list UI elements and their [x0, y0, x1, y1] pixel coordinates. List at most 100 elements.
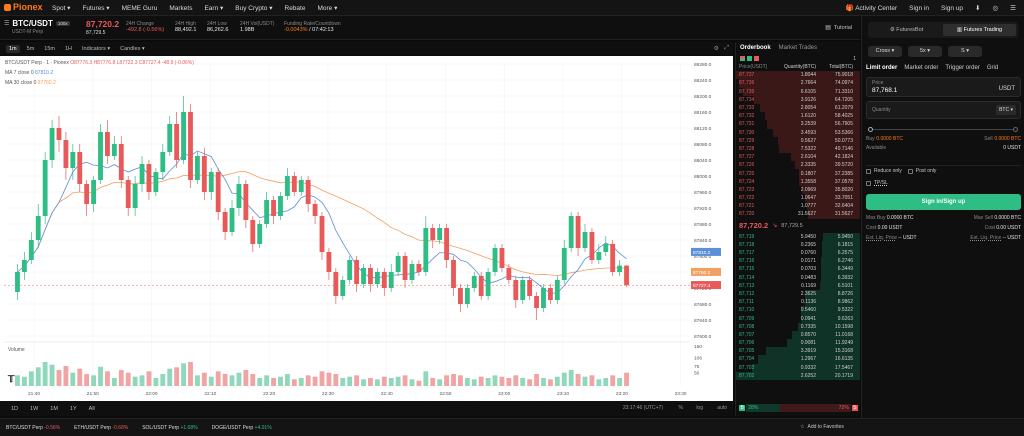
download-icon[interactable]: ⬇	[975, 5, 981, 12]
interval-1h[interactable]: 1H	[64, 45, 73, 52]
footer-ticker-item[interactable]: BTC/USDT Perp -0.56%	[6, 425, 60, 431]
view-both-icon[interactable]	[740, 56, 745, 61]
slider-handle[interactable]	[868, 127, 873, 132]
pionex-logo[interactable]: Pionex	[4, 2, 43, 12]
ask-row[interactable]: 87,722 1.0647 33.7051	[736, 194, 860, 203]
ask-row[interactable]: 87,720 31.5627 31.5627	[736, 210, 860, 219]
post-only-checkbox[interactable]: Post only	[907, 168, 936, 174]
nav-rebate[interactable]: Rebate	[284, 4, 306, 12]
bid-row[interactable]: 87,702 2.6252 20.1719	[736, 371, 860, 380]
price-input[interactable]: 87,768.1	[872, 87, 898, 94]
margin-mode-select[interactable]: Cross ▾	[868, 46, 902, 57]
signin-link[interactable]: Sign in	[909, 4, 929, 12]
ask-row[interactable]: 87,723 2.0969 35.8020	[736, 185, 860, 194]
nav-buy-crypto[interactable]: Buy Crypto ▾	[235, 5, 273, 12]
bid-row[interactable]: 87,711 0.1136 8.9862	[736, 298, 860, 307]
bid-row[interactable]: 87,704 1.2967 16.6135	[736, 355, 860, 364]
bid-row[interactable]: 87,706 0.9081 11.9249	[736, 339, 860, 348]
interval-15m[interactable]: 15m	[44, 45, 55, 52]
bid-row[interactable]: 87,718 0.2365 6.1815	[736, 240, 860, 249]
footer-ticker-item[interactable]: ETH/USDT Perp -0.68%	[74, 425, 128, 431]
nav-markets[interactable]: Markets	[169, 4, 193, 12]
price-chart[interactable]: 88280.0 88240.0 88200.0 88160.0 88120.0 88080…	[0, 56, 733, 401]
tab-market-trades[interactable]: Market Trades	[778, 45, 818, 51]
nav-spot[interactable]: Spot ▾	[52, 5, 71, 12]
tab-orderbook[interactable]: Orderbook	[740, 45, 771, 51]
range-all[interactable]: All	[88, 405, 95, 412]
tutorial-link[interactable]: ▤ Tutorial	[825, 24, 852, 32]
tab-trigger-order[interactable]: Trigger order	[945, 65, 980, 71]
ask-row[interactable]: 87,734 3.9126 64.7205	[736, 95, 860, 104]
nav-earn[interactable]: Earn ▾	[204, 5, 224, 12]
position-mode-select[interactable]: S ▾	[948, 46, 982, 57]
tpsl-checkbox[interactable]: TP/SL	[866, 180, 888, 186]
bid-row[interactable]: 87,717 0.0760 6.2575	[736, 248, 860, 258]
nav-more[interactable]: More ▾	[317, 5, 338, 12]
ask-row[interactable]: 87,721 1.0777 32.6404	[736, 202, 860, 211]
range-1m[interactable]: 1M	[50, 405, 58, 412]
ask-row[interactable]: 87,735 6.6105 71.3310	[736, 87, 860, 96]
quantity-unit-select[interactable]: BTC ▾	[996, 105, 1016, 115]
bid-row[interactable]: 87,714 0.0483 6.3932	[736, 273, 860, 282]
quantity-slider[interactable]	[868, 127, 1018, 133]
quantity-field[interactable]: Quantity BTC ▾	[866, 101, 1021, 119]
bid-row[interactable]: 87,707 0.8570 11.0168	[736, 330, 860, 339]
ask-row[interactable]: 87,726 2.3335 39.5720	[736, 161, 860, 170]
range-1d[interactable]: 1D	[11, 405, 19, 412]
range-1y[interactable]: 1Y	[69, 405, 77, 412]
symbol-block[interactable]: ☰ BTC/USDT 100x USDT-M Perp	[4, 19, 70, 35]
bid-row[interactable]: 87,716 0.0171 6.2746	[736, 257, 860, 266]
interval-5m[interactable]: 5m	[26, 45, 35, 52]
settings-icon[interactable]: ⚙	[713, 46, 719, 52]
fullscreen-icon[interactable]: ⤢	[724, 45, 729, 51]
bid-row[interactable]: 87,709 0.0941 9.6263	[736, 314, 860, 323]
range-1w[interactable]: 1W	[30, 405, 39, 412]
footer-ticker-item[interactable]: DOGE/USDT Perp +4.01%	[212, 425, 272, 431]
ask-row[interactable]: 87,733 2.8054 61.2079	[736, 103, 860, 113]
tab-limit-order[interactable]: Limit order	[866, 65, 898, 71]
bid-row[interactable]: 87,715 0.0703 6.3449	[736, 265, 860, 274]
signin-signup-button[interactable]: Sign in/Sign up	[866, 194, 1021, 210]
step-select[interactable]: 1	[853, 55, 856, 62]
ask-row[interactable]: 87,725 0.1807 37.2385	[736, 169, 860, 178]
tradingview-logo[interactable]: 𝕋	[8, 374, 15, 384]
reduce-only-checkbox[interactable]: Reduce only	[866, 168, 902, 174]
ask-row[interactable]: 87,732 1.6120 58.4025	[736, 112, 860, 121]
bid-row[interactable]: 87,710 0.5460 9.5322	[736, 306, 860, 315]
price-field[interactable]: Price 87,768.1 USDT	[866, 77, 1021, 97]
ask-row[interactable]: 87,737 1.8044 75.9018	[736, 71, 860, 80]
bid-row[interactable]: 87,712 2.3625 8.8726	[736, 289, 860, 299]
signup-link[interactable]: Sign up	[941, 4, 964, 12]
nav-meme-guru[interactable]: MEME Guru	[121, 4, 158, 12]
indicators-button[interactable]: Indicators ▾	[82, 45, 111, 52]
bid-row[interactable]: 87,708 0.7335 10.1598	[736, 322, 860, 331]
bid-row[interactable]: 87,713 0.1169 6.5101	[736, 281, 860, 290]
ask-row[interactable]: 87,724 1.3558 37.0578	[736, 177, 860, 186]
percent-toggle[interactable]: %	[678, 405, 683, 411]
view-asks-icon[interactable]	[754, 56, 759, 61]
bid-row[interactable]: 87,719 5.9450 5.9450	[736, 232, 860, 241]
ask-row[interactable]: 87,729 0.5627 50.0773	[736, 136, 860, 145]
leverage-select[interactable]: 5x ▾	[908, 46, 942, 57]
activity-center-link[interactable]: 🎁 Activity Center	[846, 4, 897, 12]
bid-row[interactable]: 87,703 0.9332 17.5467	[736, 363, 860, 372]
ask-row[interactable]: 87,731 3.2539 56.7905	[736, 120, 860, 129]
ask-row[interactable]: 87,730 3.4593 53.5366	[736, 128, 860, 137]
add-to-favorites[interactable]: ☆ Add to Favorites	[800, 424, 844, 430]
ask-row[interactable]: 87,728 7.5322 49.7146	[736, 144, 860, 154]
tab-futures-trading[interactable]: ▥ Futures Trading	[943, 24, 1016, 36]
auto-toggle[interactable]: auto	[717, 405, 727, 411]
globe-icon[interactable]: ◎	[992, 5, 999, 12]
tab-market-order[interactable]: Market order	[904, 65, 939, 71]
ask-row[interactable]: 87,736 2.7664 74.0974	[736, 79, 860, 88]
bid-row[interactable]: 87,705 3.3919 15.3168	[736, 347, 860, 356]
ask-row[interactable]: 87,727 2.6104 42.1824	[736, 153, 860, 162]
tab-grid[interactable]: Grid	[986, 65, 999, 71]
menu-icon[interactable]: ☰	[1010, 5, 1016, 12]
log-toggle[interactable]: log	[696, 405, 703, 411]
interval-1m[interactable]: 1m	[6, 44, 20, 53]
nav-futures[interactable]: Futures ▾	[82, 5, 110, 12]
view-bids-icon[interactable]	[747, 56, 752, 61]
candles-button[interactable]: Candles ▾	[120, 45, 145, 52]
footer-ticker-item[interactable]: SOL/USDT Perp +1.68%	[142, 425, 197, 431]
